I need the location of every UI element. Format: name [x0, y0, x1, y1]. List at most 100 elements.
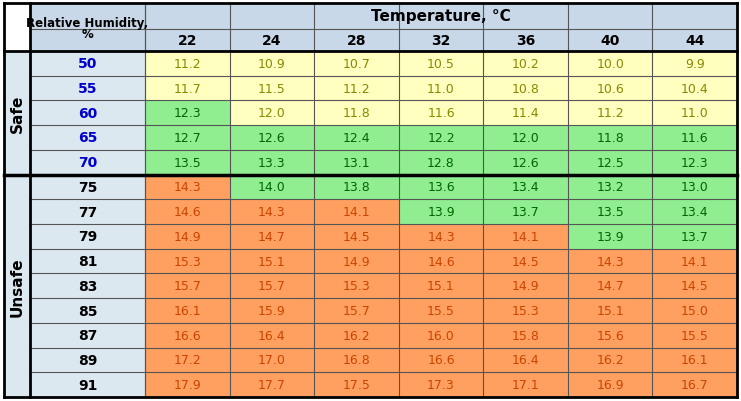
- Text: 14.5: 14.5: [512, 255, 539, 268]
- Bar: [483, 298, 568, 323]
- Text: 14.3: 14.3: [428, 230, 455, 243]
- Text: 15.3: 15.3: [512, 304, 539, 317]
- Bar: [652, 348, 737, 373]
- Bar: [652, 126, 737, 150]
- Bar: [314, 200, 399, 225]
- Text: 32: 32: [431, 34, 451, 48]
- Text: 16.6: 16.6: [428, 354, 455, 367]
- Bar: [399, 298, 483, 323]
- Text: 11.4: 11.4: [512, 107, 539, 120]
- Text: 85: 85: [78, 304, 97, 318]
- Text: 44: 44: [685, 34, 705, 48]
- Bar: [399, 200, 483, 225]
- Bar: [230, 298, 314, 323]
- Bar: [652, 200, 737, 225]
- Text: 65: 65: [78, 131, 97, 145]
- Text: Temperature, °C: Temperature, °C: [371, 10, 511, 24]
- Text: 12.0: 12.0: [512, 132, 539, 145]
- Bar: [568, 373, 652, 397]
- Text: 10.6: 10.6: [597, 82, 624, 95]
- Bar: [230, 225, 314, 249]
- Text: 12.3: 12.3: [173, 107, 201, 120]
- Text: 14.0: 14.0: [258, 181, 286, 194]
- Text: 14.7: 14.7: [258, 230, 286, 243]
- Bar: [145, 249, 230, 274]
- Text: 13.3: 13.3: [258, 156, 286, 169]
- Text: 15.3: 15.3: [342, 279, 370, 293]
- Bar: [568, 200, 652, 225]
- Text: 15.1: 15.1: [427, 279, 455, 293]
- Text: 16.9: 16.9: [597, 378, 624, 391]
- Text: 14.3: 14.3: [597, 255, 624, 268]
- Text: 14.1: 14.1: [342, 206, 370, 219]
- Bar: [483, 52, 568, 77]
- Text: 14.5: 14.5: [681, 279, 708, 293]
- Text: 13.2: 13.2: [597, 181, 624, 194]
- Text: 13.1: 13.1: [342, 156, 370, 169]
- Text: 16.8: 16.8: [342, 354, 370, 367]
- Text: 9.9: 9.9: [685, 58, 705, 71]
- Bar: [314, 274, 399, 298]
- Text: 11.2: 11.2: [597, 107, 624, 120]
- Text: 16.4: 16.4: [512, 354, 539, 367]
- Bar: [314, 348, 399, 373]
- Bar: [568, 249, 652, 274]
- Text: 15.8: 15.8: [511, 329, 539, 342]
- Text: 14.9: 14.9: [173, 230, 201, 243]
- Text: Relative Humidity,: Relative Humidity,: [27, 16, 148, 29]
- Text: 17.2: 17.2: [173, 354, 201, 367]
- Bar: [483, 225, 568, 249]
- Text: 12.8: 12.8: [427, 156, 455, 169]
- Bar: [4, 52, 30, 397]
- Bar: [652, 274, 737, 298]
- Bar: [399, 274, 483, 298]
- Bar: [568, 175, 652, 200]
- Text: 13.7: 13.7: [512, 206, 539, 219]
- Text: 16.6: 16.6: [173, 329, 201, 342]
- Bar: [230, 101, 314, 126]
- Text: 91: 91: [78, 378, 97, 392]
- Text: 17.1: 17.1: [512, 378, 539, 391]
- Bar: [483, 126, 568, 150]
- Bar: [399, 126, 483, 150]
- Bar: [230, 175, 314, 200]
- Bar: [145, 150, 230, 175]
- Bar: [483, 373, 568, 397]
- Bar: [568, 225, 652, 249]
- Bar: [314, 323, 399, 348]
- Bar: [230, 348, 314, 373]
- Bar: [399, 175, 483, 200]
- Bar: [145, 274, 230, 298]
- Bar: [230, 274, 314, 298]
- Text: 75: 75: [78, 180, 97, 194]
- Text: 16.4: 16.4: [258, 329, 286, 342]
- Bar: [230, 249, 314, 274]
- Bar: [230, 77, 314, 101]
- Text: 83: 83: [78, 279, 97, 293]
- Bar: [568, 348, 652, 373]
- Text: 17.3: 17.3: [427, 378, 455, 391]
- Text: 12.5: 12.5: [597, 156, 624, 169]
- Text: 10.7: 10.7: [342, 58, 370, 71]
- Text: 10.0: 10.0: [597, 58, 624, 71]
- Text: 16.0: 16.0: [427, 329, 455, 342]
- Bar: [652, 175, 737, 200]
- Text: 13.0: 13.0: [681, 181, 708, 194]
- Text: 11.0: 11.0: [427, 82, 455, 95]
- Text: 16.7: 16.7: [681, 378, 708, 391]
- Bar: [399, 150, 483, 175]
- Text: 17.0: 17.0: [258, 354, 286, 367]
- Bar: [399, 77, 483, 101]
- Bar: [230, 200, 314, 225]
- Text: 81: 81: [78, 255, 97, 268]
- Bar: [483, 348, 568, 373]
- Text: 14.3: 14.3: [173, 181, 201, 194]
- Bar: [145, 225, 230, 249]
- Bar: [399, 101, 483, 126]
- Bar: [314, 52, 399, 77]
- Bar: [230, 323, 314, 348]
- Bar: [483, 323, 568, 348]
- Bar: [314, 175, 399, 200]
- Bar: [314, 101, 399, 126]
- Bar: [145, 323, 230, 348]
